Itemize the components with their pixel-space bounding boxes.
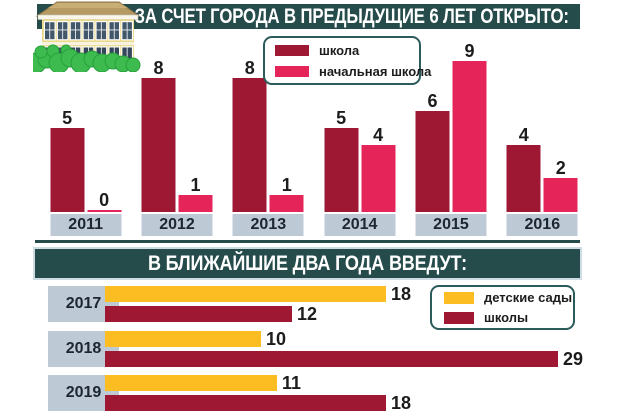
- legend-label: детские сады: [484, 290, 572, 305]
- school-building-icon: [33, 0, 143, 72]
- bar-value-label: 5: [40, 109, 94, 127]
- legend-swatch: [275, 45, 309, 56]
- bar-школа-2015: 6: [415, 111, 449, 212]
- bar-value-label: 18: [391, 395, 411, 411]
- bar-value-label: 5: [314, 109, 368, 127]
- legend-item-начальная школа: начальная школа: [275, 64, 409, 79]
- year-label-2013: 2013: [233, 214, 304, 236]
- bar-value-label: 1: [260, 176, 314, 194]
- bar-школы-2019: 18: [105, 395, 386, 411]
- bar-детские сады-2018: 10: [105, 331, 261, 347]
- bottom-header-title: В БЛИЖАЙШИЕ ДВА ГОДА ВВЕДУТ:: [148, 252, 467, 276]
- building-cornice: [38, 15, 138, 20]
- bar-pair: 81: [141, 78, 212, 212]
- building-floor-band: [42, 42, 134, 45]
- bar-начальная школа-2011: 0: [87, 210, 121, 212]
- bar-школа-2016: 4: [507, 145, 541, 212]
- bar-детские сады-2019: 11: [105, 375, 277, 391]
- bar-value-label: 4: [497, 126, 551, 144]
- legend-swatch: [444, 312, 474, 324]
- bar-pair: 81: [233, 78, 304, 212]
- row-2018: 20181029: [35, 331, 618, 367]
- legend-swatch: [444, 292, 474, 304]
- legend-label: школы: [484, 310, 528, 325]
- year-label-2012: 2012: [141, 214, 212, 236]
- bar-начальная школа-2013: 1: [270, 195, 304, 212]
- year-label-2011: 2011: [50, 214, 121, 236]
- legend-item-школы: школы: [444, 310, 561, 325]
- bar-value-label: 12: [297, 306, 317, 322]
- bar-value-label: 6: [405, 92, 459, 110]
- bar-начальная школа-2015: 9: [452, 61, 486, 212]
- bar-value-label: 29: [563, 351, 583, 367]
- year-group-2016: 422016: [497, 0, 588, 238]
- bar-школы-2018: 29: [105, 351, 558, 367]
- bar-value-label: 2: [534, 159, 588, 177]
- bottom-header-band: В БЛИЖАЙШИЕ ДВА ГОДА ВВЕДУТ:: [35, 249, 580, 278]
- building-roof-highlight: [48, 3, 128, 8]
- bar-pair: 69: [415, 61, 486, 212]
- legend-swatch: [275, 66, 309, 77]
- bar-начальная школа-2014: 4: [361, 145, 395, 212]
- legend-item-детские сады: детские сады: [444, 290, 561, 305]
- bar-pair: 42: [507, 145, 578, 212]
- bar-value-label: 11: [282, 375, 301, 391]
- bar-value-label: 1: [168, 176, 222, 194]
- year-label-2015: 2015: [415, 214, 486, 236]
- bar-value-label: 18: [391, 286, 411, 302]
- legend-label: начальная школа: [319, 64, 431, 79]
- legend-label: школа: [319, 43, 359, 58]
- year-label-2016: 2016: [507, 214, 578, 236]
- bar-value-label: 9: [442, 42, 496, 60]
- bar-value-label: 4: [351, 126, 405, 144]
- year-group-2015: 692015: [405, 0, 496, 238]
- legend-top-chart: школа начальная школа: [263, 36, 421, 85]
- year-group-2012: 812012: [131, 0, 222, 238]
- bar-начальная школа-2016: 2: [544, 178, 578, 212]
- bar-value-label: 10: [266, 331, 286, 347]
- infographic: ЗА СЧЕТ ГОРОДА В ПРЕДЫДУЩИЕ 6 ЛЕТ ОТКРЫТ…: [0, 0, 618, 412]
- bar-pair: 50: [50, 128, 121, 212]
- bar-value-label: 0: [77, 191, 131, 209]
- legend-bottom-chart: детские сады школы: [430, 285, 575, 330]
- bar-начальная школа-2012: 1: [178, 195, 212, 212]
- legend-item-школа: школа: [275, 43, 409, 58]
- row-2019: 20191118: [35, 375, 618, 411]
- bar-pair: 54: [324, 128, 395, 212]
- year-label-2014: 2014: [324, 214, 395, 236]
- section-divider: [35, 240, 580, 243]
- bar-детские сады-2017: 18: [105, 286, 386, 302]
- bar-школы-2017: 12: [105, 306, 292, 322]
